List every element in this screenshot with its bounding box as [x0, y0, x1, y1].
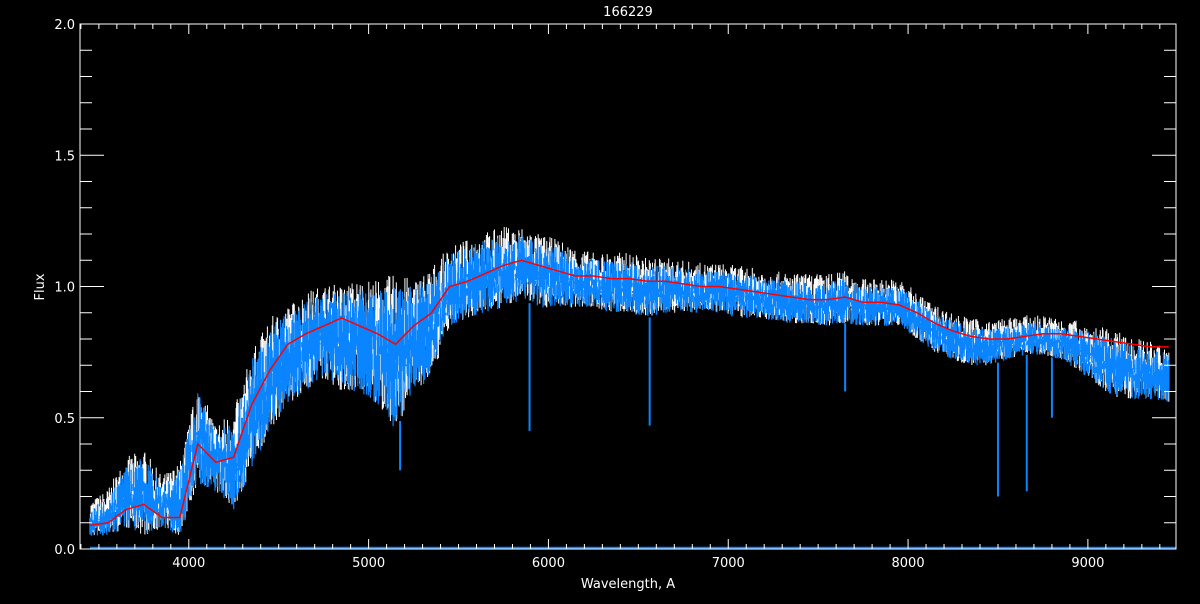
chart-title: 166229 — [603, 5, 653, 20]
model-spectrum — [89, 235, 1170, 536]
y-tick-label: 1.0 — [54, 281, 75, 296]
y-axis-label: Flux — [33, 273, 48, 300]
smoothed-spectrum — [89, 259, 1169, 527]
x-tick-label: 5000 — [352, 556, 385, 571]
y-tick-label: 2.0 — [54, 18, 75, 33]
x-tick-label: 8000 — [892, 556, 925, 571]
x-tick-label: 7000 — [712, 556, 745, 571]
x-tick-label: 4000 — [172, 556, 205, 571]
x-tick-label: 9000 — [1071, 556, 1104, 571]
y-tick-label: 1.5 — [54, 149, 75, 164]
axes: 4000 5000 6000 7000 8000 9000 0.0 0.5 1.0 1.5 2.0 — [54, 18, 1177, 571]
plot-marks — [89, 227, 1176, 549]
x-tick-label: 6000 — [532, 556, 565, 571]
y-tick-label: 0.5 — [54, 412, 75, 427]
y-tick-label: 0.0 — [54, 543, 75, 558]
x-axis-label: Wavelength, A — [581, 577, 675, 592]
